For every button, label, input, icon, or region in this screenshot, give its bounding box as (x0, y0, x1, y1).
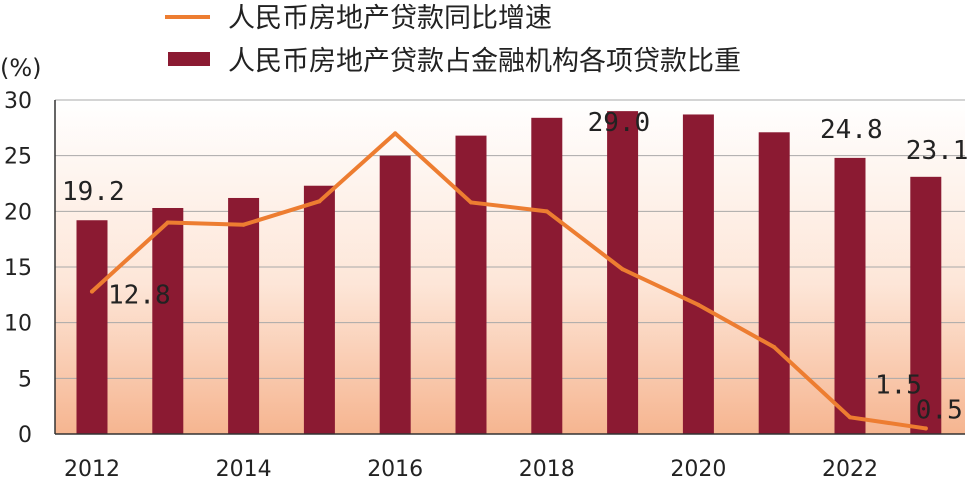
x-tick-label: 2016 (367, 457, 423, 482)
line-point (469, 200, 473, 205)
legend-label: 人民币房地产贷款占金融机构各项贷款比重 (228, 46, 741, 77)
bar (379, 155, 411, 434)
bar (76, 220, 108, 434)
bar (303, 185, 335, 434)
x-axis-ticks: 2012 2014 2016 2018 2020 2022 (64, 457, 878, 482)
line-point (620, 267, 625, 272)
y-tick-label: 15 (4, 256, 32, 281)
x-tick-label: 2012 (64, 457, 120, 482)
grid-lines (55, 99, 965, 379)
x-tick-label: 2020 (670, 457, 726, 482)
y-tick-label: 5 (18, 367, 32, 392)
line-path (90, 131, 928, 431)
bar (910, 176, 942, 434)
data-label: 1.5 (875, 370, 922, 400)
data-label: 23.1 (906, 136, 967, 166)
data-label: 0.5 (916, 395, 963, 425)
y-tick-label: 20 (4, 200, 32, 225)
x-tick-label: 2022 (822, 457, 878, 482)
x-tick-label: 2014 (216, 457, 272, 482)
y-tick-label: 30 (4, 89, 32, 114)
line-point (923, 426, 928, 431)
y-tick-label: 10 (4, 312, 32, 337)
legend-bar-swatch (168, 52, 210, 66)
data-label: 12.8 (108, 280, 171, 310)
line-point (848, 415, 852, 420)
line-point (544, 209, 549, 214)
bar (531, 117, 563, 435)
bar (758, 132, 790, 434)
line-point (772, 345, 777, 350)
x-tick-label: 2018 (519, 457, 575, 482)
bar (152, 207, 184, 434)
line-point (90, 289, 94, 294)
legend-label: 人民币房地产贷款同比增速 (228, 3, 552, 34)
line-point (241, 222, 246, 227)
bar (834, 157, 866, 435)
data-label: 24.8 (820, 115, 883, 145)
y-tick-label: 0 (18, 423, 32, 448)
bar (455, 135, 487, 435)
line-point (393, 131, 398, 136)
bar (228, 197, 260, 434)
data-label: 29.0 (588, 108, 651, 138)
y-tick-label: 25 (4, 145, 32, 170)
line-point (317, 199, 322, 204)
line-point (696, 302, 701, 307)
line-series (90, 131, 928, 431)
y-axis-ticks: 0 5 10 15 20 25 30 (4, 89, 965, 448)
data-label: 19.2 (62, 177, 125, 207)
data-labels: 19.2 12.8 29.0 24.8 23.1 1.50.5 (62, 108, 967, 425)
y-axis-unit-label: (%) (0, 54, 42, 82)
bar (682, 114, 714, 435)
bar-series (76, 111, 942, 435)
line-point (165, 220, 170, 225)
